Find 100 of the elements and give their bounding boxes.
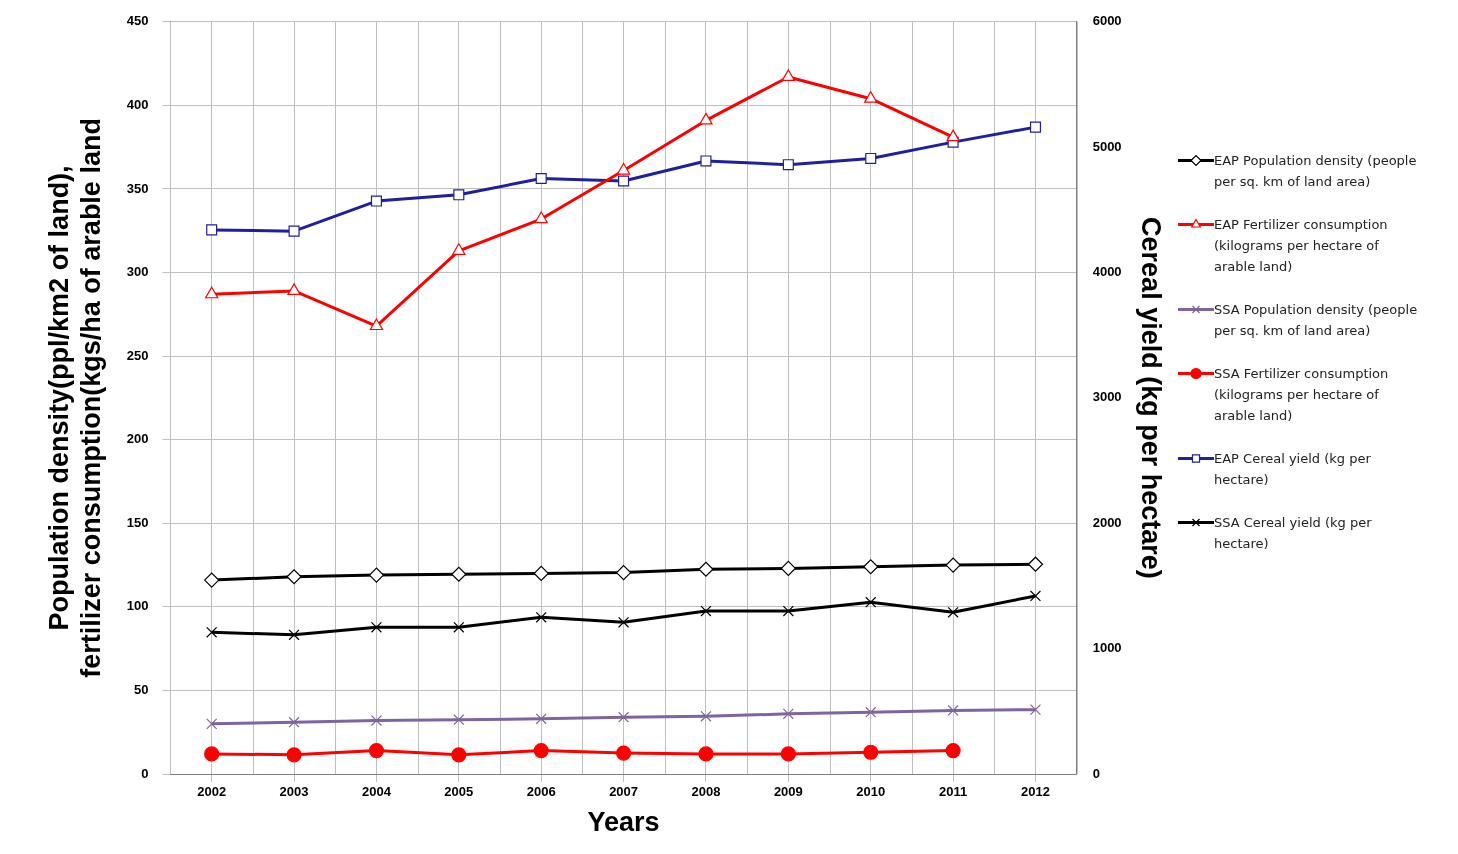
legend-label: EAP Fertilizer consumption (kilograms per hectare of arable land) <box>1214 216 1389 276</box>
y2-tick-label: 0 <box>1092 765 1100 781</box>
point <box>864 91 878 103</box>
point <box>781 69 796 82</box>
point <box>288 225 300 237</box>
legend-label: EAP Cereal yield (kg per hectare) <box>1214 450 1372 489</box>
point <box>534 211 548 224</box>
point <box>945 743 961 759</box>
point <box>1029 121 1042 133</box>
y2-tick-label: 5000 <box>1092 138 1122 154</box>
y-tick-label: 300 <box>126 264 149 280</box>
point <box>698 746 714 762</box>
point <box>453 621 465 633</box>
point <box>535 611 547 623</box>
x-tick-label: 2007 <box>609 784 639 800</box>
y-tick-label: 350 <box>126 180 149 196</box>
legend-label: SSA Cereal yield (kg per hectare) <box>1214 514 1373 553</box>
point <box>615 745 632 761</box>
point <box>863 559 879 575</box>
point <box>863 744 879 760</box>
point <box>288 716 300 728</box>
point <box>700 710 712 722</box>
point <box>615 564 632 581</box>
point <box>780 746 796 762</box>
point <box>700 605 712 617</box>
x-tick-label: 2003 <box>279 784 309 800</box>
point <box>618 616 630 628</box>
x-tick-label: 2011 <box>939 784 968 800</box>
point <box>1027 556 1044 572</box>
x-tick-label: 2002 <box>197 784 227 800</box>
point <box>865 706 877 718</box>
point <box>370 714 382 727</box>
point <box>286 747 302 763</box>
point <box>288 629 300 641</box>
y2-tick-label: 1000 <box>1092 640 1122 656</box>
y-tick-label: 100 <box>126 598 149 614</box>
x-tick-label: 2005 <box>444 784 474 800</box>
legend-label: SSA Population density (people per sq. km of land area) <box>1214 301 1418 340</box>
point <box>618 175 630 187</box>
point <box>370 621 382 633</box>
x-tick-label: 2010 <box>856 784 886 800</box>
y-axis-title: Population density(ppl/km2 of land), fertilizer consumption(kgs/ha of arable land <box>43 118 107 678</box>
x-tick-label: 2009 <box>773 784 803 800</box>
point <box>206 718 218 730</box>
point <box>782 605 794 617</box>
y2-axis-title: Cereal yield (kg per hectare) <box>1136 217 1167 579</box>
point <box>369 318 384 331</box>
point <box>699 112 713 125</box>
point <box>946 129 960 142</box>
y-tick-label: 150 <box>126 514 149 530</box>
point <box>780 560 796 576</box>
legend-label: SSA Fertilizer consumption (kilograms per hectare of arable land) <box>1214 365 1390 425</box>
y-tick-label: 250 <box>126 347 149 363</box>
point <box>451 747 467 763</box>
point <box>368 567 385 583</box>
point <box>618 711 630 723</box>
point <box>453 714 465 726</box>
point <box>533 743 549 759</box>
point <box>700 155 712 167</box>
point <box>533 565 549 582</box>
point <box>368 743 385 759</box>
y-tick-label: 400 <box>126 96 149 112</box>
point <box>698 561 714 577</box>
x-tick-label: 2008 <box>691 784 721 800</box>
y2-tick-label: 4000 <box>1092 264 1122 280</box>
point <box>865 152 877 164</box>
point <box>945 557 961 573</box>
point <box>616 162 631 175</box>
legend-label: EAP Population density (people per sq. km of land area) <box>1214 152 1418 191</box>
y2-tick-label: 2000 <box>1092 514 1122 530</box>
x-axis-title: Years <box>587 807 660 838</box>
x-tick-label: 2012 <box>1021 784 1050 800</box>
point <box>782 159 794 171</box>
point <box>452 243 466 255</box>
y-tick-label: 0 <box>141 765 149 781</box>
y-tick-label: 200 <box>126 431 149 447</box>
point <box>204 572 220 588</box>
y-tick-label: 50 <box>134 682 149 697</box>
point <box>865 596 877 608</box>
point <box>947 704 959 717</box>
point <box>206 626 218 638</box>
point <box>1029 590 1042 602</box>
point <box>451 566 467 582</box>
y2-tick-label: 3000 <box>1092 389 1122 405</box>
point <box>535 172 547 185</box>
point <box>204 746 220 762</box>
point <box>205 286 219 299</box>
point <box>535 713 547 725</box>
point <box>370 195 382 207</box>
x-tick-label: 2006 <box>526 784 556 800</box>
point <box>1029 704 1042 716</box>
y-tick-label: 450 <box>126 13 149 29</box>
point <box>286 569 302 585</box>
point <box>453 189 465 201</box>
point <box>782 708 794 720</box>
point <box>206 224 218 236</box>
y2-tick-label: 6000 <box>1092 13 1122 29</box>
point <box>287 283 301 296</box>
x-tick-label: 2004 <box>361 784 392 800</box>
point <box>947 606 959 618</box>
